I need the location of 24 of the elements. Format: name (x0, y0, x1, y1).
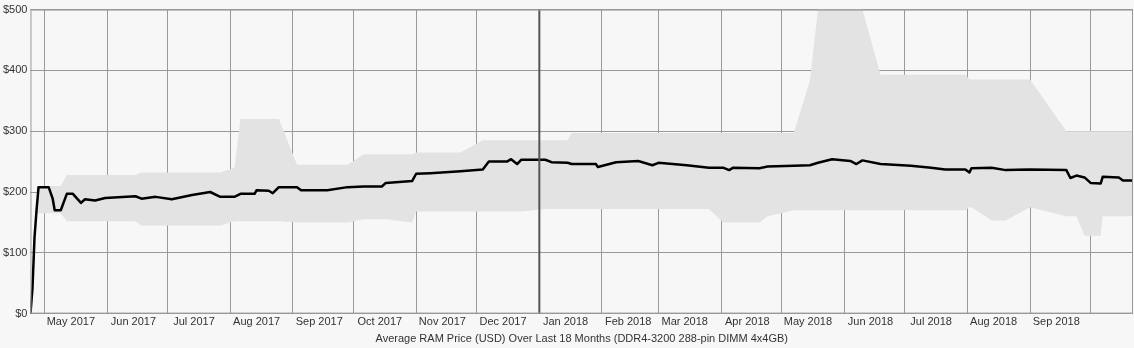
y-tick-label: $300 (2, 124, 28, 137)
x-tick-label: Feb 2018 (604, 315, 652, 328)
x-tick-label: Dec 2017 (479, 315, 527, 328)
x-tick-label: May 2018 (783, 315, 833, 328)
x-tick-label: Sep 2018 (1032, 315, 1080, 328)
y-tick-label: $0 (15, 306, 28, 319)
x-tick-label: Sep 2017 (295, 315, 343, 328)
y-tick-label: $400 (2, 63, 28, 76)
x-tick-label: Jun 2017 (110, 315, 157, 328)
x-tick-label: Jan 2018 (542, 315, 589, 328)
x-tick-label: Mar 2018 (661, 315, 708, 328)
y-tick-label: $100 (2, 245, 28, 258)
x-tick-label: Jun 2018 (847, 315, 894, 328)
x-tick-label: Jul 2018 (910, 315, 952, 328)
x-axis-title: Average RAM Price (USD) Over Last 18 Months (DDR4-3200 288-pin DIMM 4x4GB) (375, 332, 788, 345)
x-tick-label: May 2017 (46, 315, 96, 328)
x-tick-label: Nov 2017 (418, 315, 466, 328)
y-tick-label: $500 (2, 2, 28, 15)
x-tick-label: Oct 2017 (357, 315, 403, 328)
x-tick-label: Aug 2018 (970, 315, 1018, 328)
x-tick-label: Apr 2018 (724, 315, 770, 328)
x-tick-label: Jul 2017 (173, 315, 215, 328)
y-tick-label: $200 (2, 185, 28, 198)
x-tick-label: Aug 2017 (233, 315, 281, 328)
